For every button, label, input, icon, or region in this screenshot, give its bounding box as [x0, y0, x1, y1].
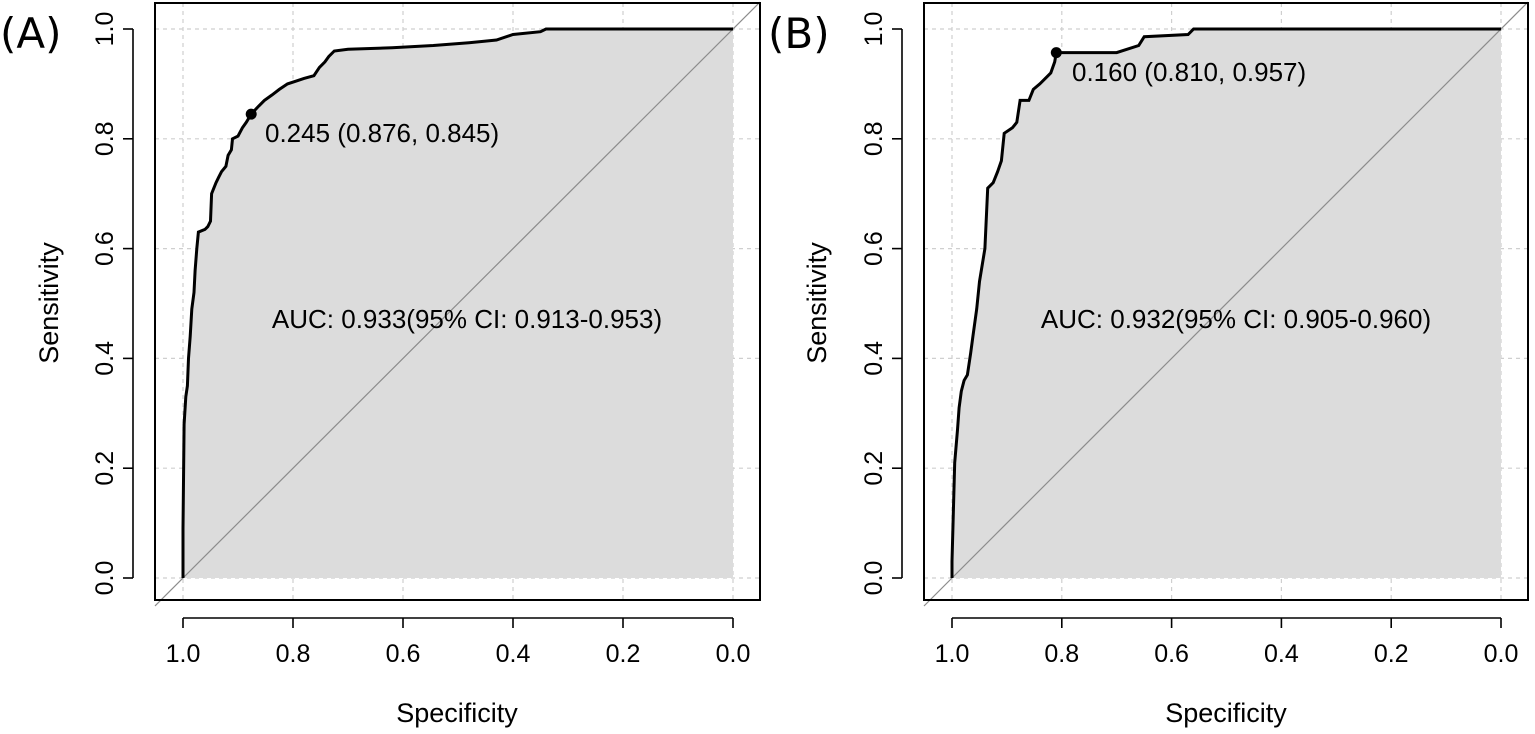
plot-layer-1: 1.0 0.8 0.6 0.4 0.2 0.0 0.0 0.2 0.4 0.6 0.8 1.0: [860, 1, 1529, 668]
roc-panel-a: 1.0 0.8 0.6 0.4 0.2 0.0 0.0 0.2 0.4 0.6 0.8 1.0 (A)…: [0, 1, 761, 728]
roc-panel-b: 1.0 0.8 0.6 0.4 0.2 0.0 0.0 0.2 0.4 0.6 0.8 1.0 (B)…: [768, 1, 1529, 728]
x-tick-label: 0.2: [606, 640, 641, 668]
panel-label-a: (A): [0, 9, 62, 58]
y-tick-label: 0.0: [91, 561, 119, 596]
y-tick-label: 0.6: [860, 231, 888, 266]
x-tick-label: 0.4: [1264, 640, 1299, 668]
plot-frame: [154, 2, 761, 601]
x-tick-label: 0.6: [386, 640, 421, 668]
threshold-label-b: 0.160 (0.810, 0.957): [1072, 57, 1306, 87]
x-tick-label: 0.0: [1484, 640, 1519, 668]
x-axis-title-b: Specificity: [1165, 698, 1287, 728]
x-tick-label: 0.0: [716, 640, 751, 668]
x-tick-label: 0.2: [1374, 640, 1409, 668]
roc-curve: [950, 27, 1501, 578]
threshold-label-a: 0.245 (0.876, 0.845): [265, 118, 499, 148]
y-tick-label: 0.2: [860, 451, 888, 486]
diagonal-reference-line: [923, 1, 1529, 607]
x-axis-title-a: Specificity: [396, 698, 518, 728]
plot-layer-0: 1.0 0.8 0.6 0.4 0.2 0.0 0.0 0.2 0.4 0.6 0.8 1.0: [91, 1, 761, 668]
roc-curve: [181, 27, 733, 578]
plot-frame: [923, 2, 1529, 601]
x-tick-label: 1.0: [166, 640, 201, 668]
x-tick-label: 0.8: [276, 640, 311, 668]
diagonal-reference-line: [154, 1, 761, 607]
x-tick-label: 0.6: [1154, 640, 1189, 668]
y-tick-label: 0.4: [860, 341, 888, 376]
auc-label-a: AUC: 0.933(95% CI: 0.913-0.953): [272, 304, 662, 334]
panel-label-b: (B): [768, 9, 830, 58]
y-tick-label: 0.8: [91, 121, 119, 156]
y-tick-label: 0.4: [91, 341, 119, 376]
threshold-point: [1050, 47, 1062, 59]
x-tick-label: 1.0: [935, 640, 970, 668]
y-tick-label: 0.8: [860, 121, 888, 156]
auc-label-b: AUC: 0.932(95% CI: 0.905-0.960): [1041, 304, 1431, 334]
y-axis-title-b: Sensitivity: [802, 242, 832, 364]
y-axis-title-a: Sensitivity: [34, 242, 64, 364]
x-tick-label: 0.4: [496, 640, 531, 668]
y-tick-label: 1.0: [860, 12, 888, 47]
y-tick-label: 0.0: [860, 561, 888, 596]
y-tick-label: 0.2: [91, 451, 119, 486]
x-tick-label: 0.8: [1044, 640, 1079, 668]
threshold-point: [245, 108, 257, 120]
y-tick-label: 0.6: [91, 231, 119, 266]
y-tick-label: 1.0: [91, 12, 119, 47]
